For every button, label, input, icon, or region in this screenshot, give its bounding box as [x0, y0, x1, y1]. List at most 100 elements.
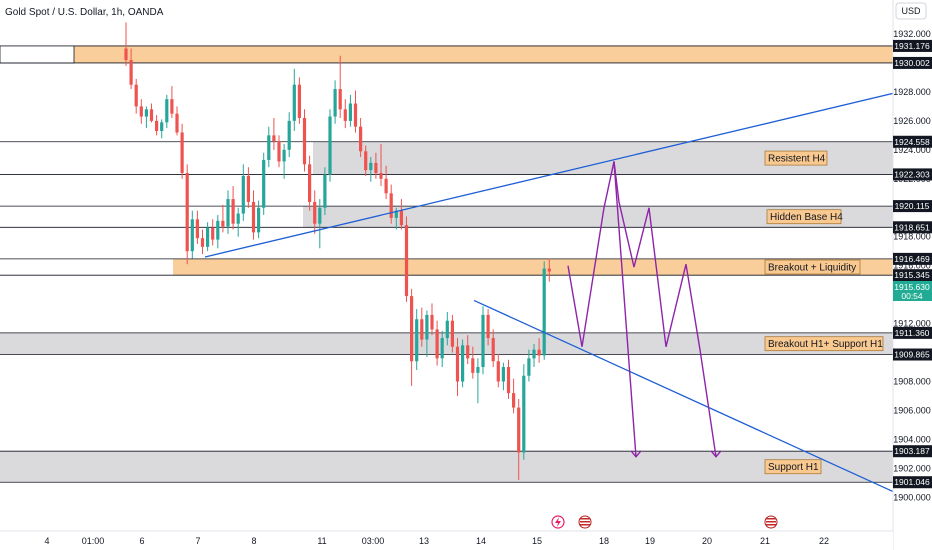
- price-level-tag-text: 1903.187: [894, 446, 930, 456]
- x-tick-label: 03:00: [362, 536, 385, 546]
- candle-body: [517, 407, 521, 453]
- time-axis-background[interactable]: [0, 531, 893, 550]
- y-tick-label: 1928.000: [893, 87, 931, 97]
- projection-path-main[interactable]: [567, 161, 717, 457]
- price-level-tag-text: 1920.115: [895, 201, 930, 211]
- candle-body: [302, 117, 307, 165]
- candle-body: [389, 193, 393, 218]
- candle-body: [353, 103, 358, 127]
- x-tick-label: 13: [419, 536, 429, 546]
- candle-body: [185, 173, 189, 252]
- candle-body: [328, 116, 332, 175]
- candle-body: [165, 99, 169, 123]
- candle-body: [399, 210, 403, 226]
- candle-body: [486, 314, 490, 339]
- x-tick-label: 22: [819, 536, 829, 546]
- candle-body: [364, 151, 368, 171]
- price-level-tag: [893, 168, 932, 181]
- left-empty-box: [0, 45, 75, 64]
- zone-3: [173, 258, 893, 276]
- candle-body: [450, 320, 454, 347]
- candle-body: [206, 228, 210, 247]
- projection-arrowhead: [710, 450, 722, 458]
- candle-body: [359, 126, 363, 152]
- falling-trendline[interactable]: [473, 299, 894, 493]
- zone-label-box: [764, 150, 828, 166]
- candle-body: [246, 175, 250, 202]
- price-level-tag-text: 1901.046: [894, 477, 930, 487]
- candle-body: [144, 109, 148, 117]
- candle-body: [277, 141, 281, 162]
- candle-body: [522, 375, 526, 453]
- candle-body: [134, 84, 138, 107]
- candle-body: [282, 149, 286, 162]
- price-level-tag: [893, 269, 932, 282]
- zone-2: [303, 206, 893, 228]
- y-tick-label: 1924.000: [893, 145, 931, 155]
- symbol-tag: XAUUSD: [847, 283, 882, 293]
- x-tick-label: 6: [139, 536, 144, 546]
- projection-layer: [567, 161, 722, 458]
- price-level-tag: [893, 445, 932, 458]
- zone-5: [0, 451, 893, 483]
- zone-label-1: Resistent H4: [764, 150, 828, 166]
- candle-body: [512, 393, 516, 408]
- candle-body: [455, 346, 460, 382]
- lightning-icon: [555, 517, 561, 527]
- y-tick-label: 1904.000: [893, 434, 931, 444]
- candle-body: [200, 238, 205, 247]
- candle-body: [272, 135, 276, 142]
- candle-body: [348, 103, 352, 121]
- x-tick-label: 11: [317, 536, 326, 546]
- zone-label-text: Breakout H1+ Support H1: [768, 339, 883, 350]
- price-level-tag: [893, 135, 932, 148]
- chart-title: Gold Spot / U.S. Dollar, 1h, OANDA: [5, 7, 164, 18]
- currency-button[interactable]: USD: [895, 2, 927, 20]
- candle-body: [501, 367, 505, 382]
- price-level-tag-text: 1924.558: [894, 137, 930, 147]
- candle-body: [338, 89, 342, 110]
- price-level-tag: [893, 221, 932, 234]
- price-level-tag: [893, 56, 932, 69]
- candle-body: [440, 338, 444, 359]
- candle-body: [491, 338, 495, 362]
- y-tick-label: 1932.000: [893, 29, 931, 39]
- price-level-tag: [893, 200, 932, 213]
- candle-body: [149, 109, 154, 121]
- candle-body: [139, 106, 143, 117]
- x-tick-label: 4: [44, 536, 49, 546]
- candle-body: [226, 199, 230, 227]
- candle-body: [323, 174, 327, 208]
- candle-body: [430, 314, 434, 330]
- candle-body: [461, 345, 465, 382]
- currency-label: USD: [901, 6, 921, 16]
- zones-layer: [0, 45, 893, 483]
- candle-body: [333, 89, 337, 117]
- y-tick-label: 1906.000: [893, 405, 931, 415]
- zone-label-box: [766, 209, 842, 225]
- candle-countdown: 00:54: [901, 291, 923, 301]
- candle-body: [471, 358, 475, 373]
- candle-body: [410, 296, 414, 362]
- candle-body: [374, 162, 378, 174]
- rising-trendline[interactable]: [204, 92, 894, 258]
- candle-body: [404, 225, 409, 297]
- candle-body: [297, 84, 301, 118]
- candle-body: [445, 320, 449, 339]
- zone-label-4: Breakout H1+ Support H1: [764, 336, 884, 352]
- candle-body: [425, 314, 429, 340]
- candle-body: [231, 199, 235, 224]
- x-tick-label: 19: [645, 536, 655, 546]
- zone-labels-layer: Resistent H4 Hidden Base H4 Breakout + Liq…: [764, 150, 884, 475]
- y-tick-label: 1916.000: [893, 261, 931, 271]
- event-icons[interactable]: [551, 515, 778, 529]
- projection-path-branch[interactable]: [613, 161, 637, 457]
- y-tick-label: 1902.000: [893, 463, 931, 473]
- zone-label-text: Breakout + Liquidity: [768, 263, 856, 274]
- candle-body: [379, 173, 383, 179]
- zone-label-box: [764, 259, 861, 275]
- price-level-tag-text: 1922.303: [894, 169, 930, 179]
- zone-label-3: Breakout + Liquidity: [764, 259, 861, 275]
- candle-body: [216, 220, 220, 240]
